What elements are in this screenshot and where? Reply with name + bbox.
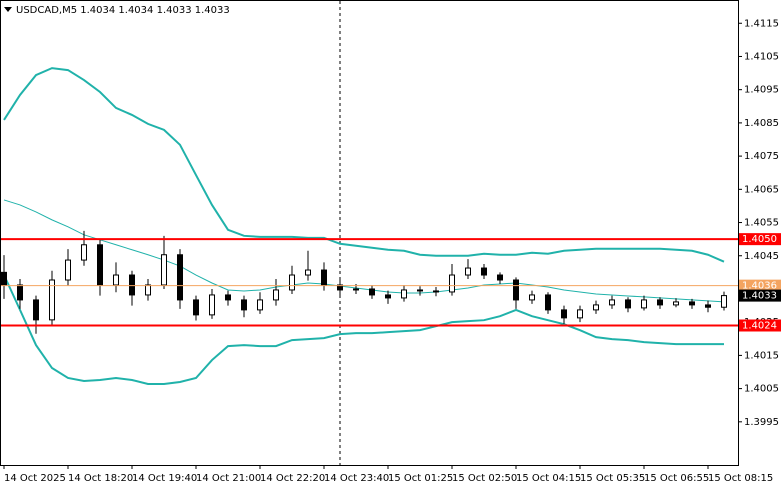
x-tick-label: 15 Oct 02:50 — [452, 473, 517, 484]
candle-body — [625, 299, 631, 309]
candle-body — [417, 289, 423, 292]
candle-body — [561, 309, 567, 319]
band-line — [3, 67, 725, 263]
last-price-tag — [739, 289, 781, 302]
y-tick-label: 1.4105 — [744, 51, 779, 62]
band-line — [3, 274, 724, 385]
x-tick-label: 15 Oct 04:15 — [516, 473, 581, 484]
candle-body — [161, 254, 167, 286]
candle-body — [593, 304, 599, 311]
level-label: 1.4036 — [742, 281, 777, 292]
y-tick-label: 1.4065 — [744, 184, 779, 195]
x-tick-label: 14 Oct 18:20 — [68, 473, 133, 484]
candle-body — [465, 267, 471, 276]
x-tick-label: 14 Oct 22:20 — [260, 473, 325, 484]
candle-body — [273, 289, 279, 301]
candle-body — [81, 244, 87, 261]
candle-body — [609, 299, 615, 306]
x-tick-label: 15 Oct 06:55 — [644, 473, 709, 484]
candle-body — [657, 299, 663, 306]
candle-body — [209, 294, 215, 316]
level-tag — [739, 319, 781, 332]
candle-body — [721, 295, 727, 308]
candle-body — [289, 274, 295, 291]
candle-body — [481, 267, 487, 276]
candle-body — [193, 299, 199, 316]
candle-body — [17, 284, 23, 301]
candle-body — [369, 288, 375, 296]
chart-title: USDCAD,M5 1.4034 1.4034 1.4033 1.4033 — [16, 5, 230, 16]
x-tick-label: 14 Oct 23:40 — [324, 473, 389, 484]
x-tick-label: 15 Oct 01:25 — [388, 473, 453, 484]
y-tick-label: 1.4055 — [744, 218, 779, 229]
candle-body — [433, 290, 439, 293]
level-tag — [739, 233, 781, 246]
x-tick-label: 15 Oct 05:35 — [580, 473, 645, 484]
level-tag — [739, 279, 781, 292]
last-price-label: 1.4033 — [742, 291, 777, 302]
candle-body — [65, 259, 71, 281]
candle-body — [145, 284, 151, 296]
candle-body — [513, 279, 519, 301]
y-tick-label: 1.4015 — [744, 350, 779, 361]
candle-body — [705, 304, 711, 308]
plot-frame — [0, 0, 739, 466]
candle-body — [129, 274, 135, 296]
candle-body — [385, 294, 391, 299]
candle-body — [641, 299, 647, 309]
band-line — [3, 199, 725, 303]
y-tick-label: 1.4075 — [744, 151, 779, 162]
candle-body — [257, 299, 263, 311]
candle-body — [177, 254, 183, 301]
y-tick-label: 1.4045 — [744, 251, 779, 262]
candle-body — [49, 279, 55, 321]
candle-body — [33, 299, 39, 321]
candle-body — [529, 294, 535, 301]
candle-body — [337, 284, 343, 291]
candle-body — [305, 269, 311, 276]
level-label: 1.4024 — [742, 321, 777, 332]
candle-body — [225, 294, 231, 301]
candle-body — [353, 288, 359, 291]
x-tick-label: 14 Oct 2025 — [4, 473, 66, 484]
candle-body — [97, 244, 103, 286]
x-tick-label: 15 Oct 08:15 — [708, 473, 773, 484]
candle-body — [497, 274, 503, 281]
plot-layer — [1, 67, 738, 385]
candle-body — [673, 301, 679, 306]
candle-body — [545, 294, 551, 311]
x-tick-label: 14 Oct 21:00 — [196, 473, 261, 484]
y-tick-label: 1.3995 — [744, 417, 779, 428]
candle-body — [1, 271, 7, 286]
candle-body — [577, 309, 583, 319]
candle-body — [449, 274, 455, 293]
menu-triangle[interactable] — [4, 7, 12, 12]
x-tick-label: 14 Oct 19:40 — [132, 473, 197, 484]
candle-body — [241, 299, 247, 311]
candle-body — [689, 301, 695, 306]
level-label: 1.4050 — [742, 234, 777, 245]
y-tick-label: 1.4085 — [744, 118, 779, 129]
candle-body — [321, 269, 327, 286]
y-tick-label: 1.4095 — [744, 85, 779, 96]
candle-body — [401, 289, 407, 299]
y-tick-label: 1.4005 — [744, 384, 779, 395]
y-tick-label: 1.4115 — [744, 18, 779, 29]
candle-body — [113, 274, 119, 286]
